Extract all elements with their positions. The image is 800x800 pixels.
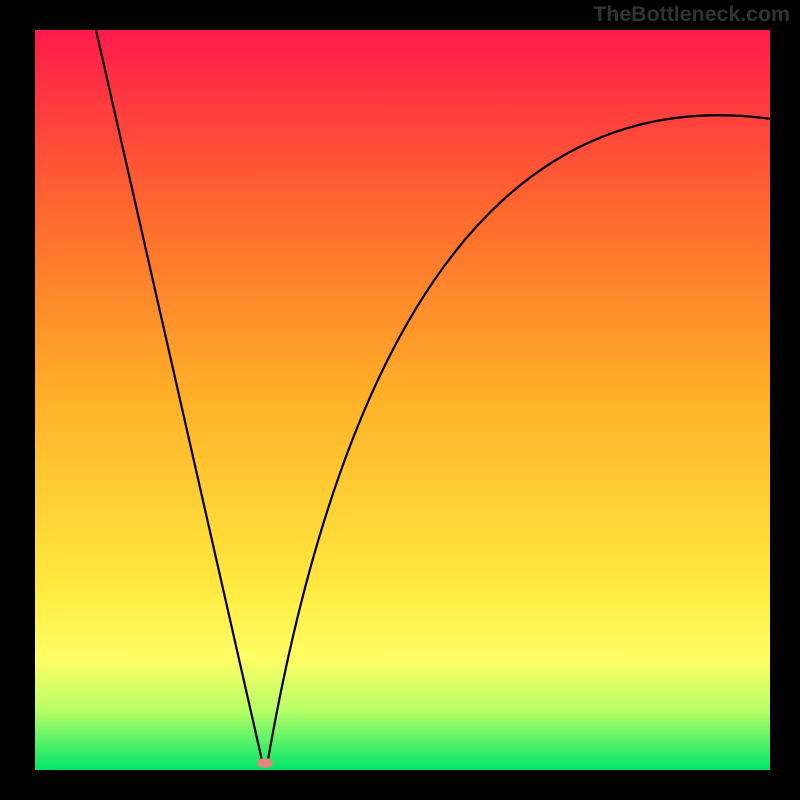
curve-svg	[35, 30, 770, 770]
plot-area	[35, 30, 770, 770]
bottleneck-curve	[96, 30, 770, 764]
watermark-text: TheBottleneck.com	[593, 2, 790, 27]
chart-frame: TheBottleneck.com	[0, 0, 800, 800]
minimum-marker	[257, 758, 273, 768]
